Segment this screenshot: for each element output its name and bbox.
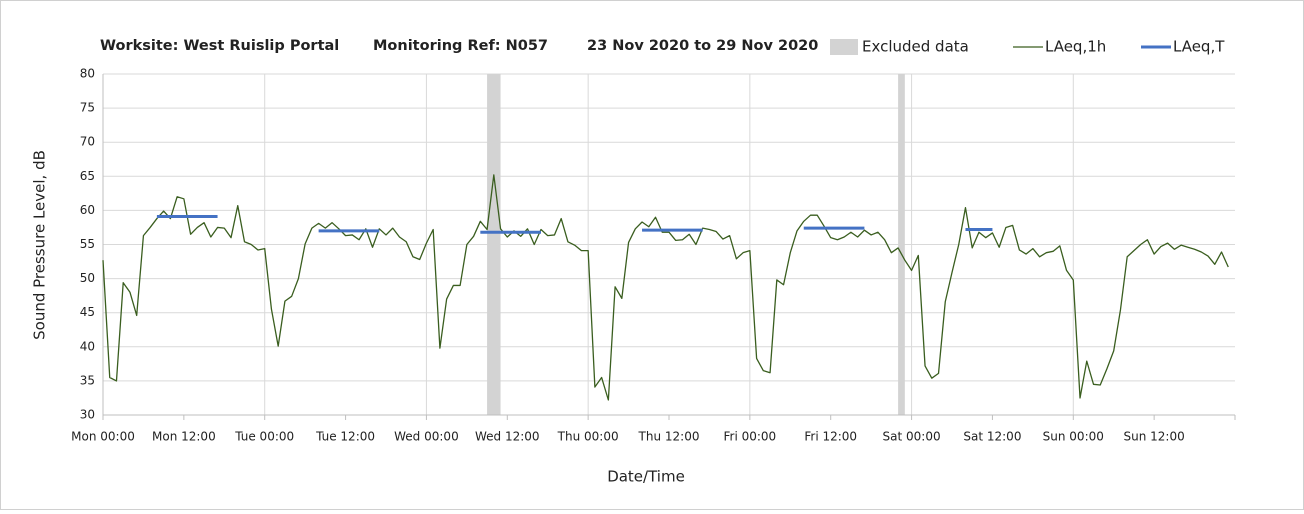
x-tick-label: Fri 00:00	[724, 430, 777, 444]
x-tick-label: Tue 12:00	[315, 430, 375, 444]
x-tick-label: Fri 12:00	[804, 430, 857, 444]
title-ref: Monitoring Ref: N057	[373, 38, 548, 54]
y-tick-label: 45	[80, 305, 95, 319]
y-axis-label: Sound Pressure Level, dB	[31, 150, 49, 340]
y-tick-label: 55	[80, 237, 95, 251]
x-tick-label: Wed 00:00	[394, 430, 459, 444]
y-tick-label: 50	[80, 271, 95, 285]
legend-label: Excluded data	[862, 38, 969, 56]
legend-swatch	[830, 39, 858, 55]
x-tick-label: Mon 12:00	[152, 430, 216, 444]
y-tick-label: 65	[80, 169, 95, 183]
excluded-band	[898, 74, 905, 415]
x-axis-label: Date/Time	[607, 468, 685, 486]
y-tick-label: 80	[80, 67, 95, 81]
y-tick-label: 35	[80, 373, 95, 387]
x-tick-label: Thu 12:00	[638, 430, 700, 444]
legend-label: LAeq,T	[1173, 38, 1225, 56]
y-tick-label: 30	[80, 408, 95, 422]
y-tick-label: 75	[80, 101, 95, 115]
x-tick-label: Thu 00:00	[557, 430, 619, 444]
title-site: Worksite: West Ruislip Portal	[100, 38, 339, 54]
x-tick-label: Tue 00:00	[234, 430, 294, 444]
x-tick-label: Sat 00:00	[883, 430, 941, 444]
y-tick-label: 70	[80, 135, 95, 149]
title-dates: 23 Nov 2020 to 29 Nov 2020	[587, 38, 818, 54]
x-tick-label: Wed 12:00	[475, 430, 540, 444]
x-tick-label: Sat 12:00	[963, 430, 1021, 444]
x-tick-label: Sun 12:00	[1124, 430, 1185, 444]
x-tick-label: Mon 00:00	[71, 430, 135, 444]
excluded-band	[487, 74, 501, 415]
series-line	[102, 174, 1229, 401]
y-tick-label: 40	[80, 339, 95, 353]
y-tick-label: 60	[80, 203, 95, 217]
x-tick-label: Sun 00:00	[1043, 430, 1104, 444]
legend-label: LAeq,1h	[1045, 38, 1106, 56]
